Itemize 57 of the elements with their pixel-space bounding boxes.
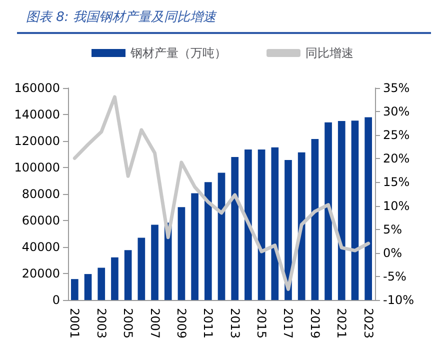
x-tick-label: 2003: [94, 308, 108, 339]
bar: [258, 149, 266, 300]
y2-tick-label: 30%: [383, 104, 410, 119]
y2-tick-label: 25%: [383, 128, 410, 142]
bar: [364, 117, 372, 300]
chart-title: 图表 8: 我国钢材产量及同比增速: [26, 9, 216, 26]
bar: [244, 149, 252, 300]
bar: [311, 139, 319, 300]
bar: [151, 224, 158, 300]
bar: [124, 250, 132, 300]
x-tick-label: 2009: [174, 308, 188, 339]
bar: [204, 182, 212, 300]
bar: [271, 147, 279, 300]
bar: [191, 193, 198, 300]
y2-tick-label: 20%: [383, 152, 410, 166]
bar: [71, 279, 78, 300]
bar: [338, 120, 346, 300]
x-tick-label: 2015: [254, 308, 269, 339]
x-tick-label: 2001: [68, 308, 82, 339]
y-tick-label: 140000: [14, 108, 60, 122]
bar: [111, 257, 118, 300]
bar: [84, 274, 92, 300]
x-tick-label: 2013: [228, 308, 242, 339]
y2-tick-label: 15%: [383, 175, 410, 190]
x-tick-label: 2021: [334, 308, 349, 339]
legend-label: 同比增速: [306, 46, 354, 60]
bar: [284, 160, 292, 300]
x-tick-label: 2017: [281, 308, 296, 339]
y-tick-label: 100000: [14, 160, 60, 174]
x-tick-label: 2007: [148, 308, 162, 339]
y-tick-label: 20000: [22, 266, 60, 280]
bar: [98, 268, 106, 300]
bar: [138, 238, 146, 300]
bar: [324, 122, 332, 300]
x-tick-label: 2019: [308, 308, 322, 339]
y2-tick-label: -5%: [383, 269, 406, 284]
y2-tick-label: 35%: [383, 81, 410, 95]
bar: [351, 120, 359, 300]
y-tick-label: 40000: [22, 240, 60, 254]
y2-tick-label: 10%: [383, 198, 410, 213]
y2-tick-label: 0%: [383, 246, 402, 260]
bar: [178, 207, 186, 300]
y2-tick-label: -10%: [383, 293, 414, 307]
line-series: [72, 95, 370, 291]
x-tick-label: 2011: [201, 308, 216, 339]
y-tick-label: 0: [52, 293, 60, 307]
legend-label: 钢材产量（万吨）: [130, 46, 226, 60]
y-tick-label: 60000: [22, 214, 60, 228]
x-tick-label: 2023: [361, 308, 376, 339]
y-tick-label: 120000: [14, 134, 60, 148]
y-tick-label: 160000: [14, 81, 60, 95]
y-tick-label: 80000: [22, 187, 60, 201]
x-tick-label: 2005: [121, 308, 136, 339]
bar: [218, 172, 226, 300]
bar: [298, 152, 306, 300]
y2-tick-label: 5%: [383, 222, 402, 236]
bar: [231, 157, 239, 300]
